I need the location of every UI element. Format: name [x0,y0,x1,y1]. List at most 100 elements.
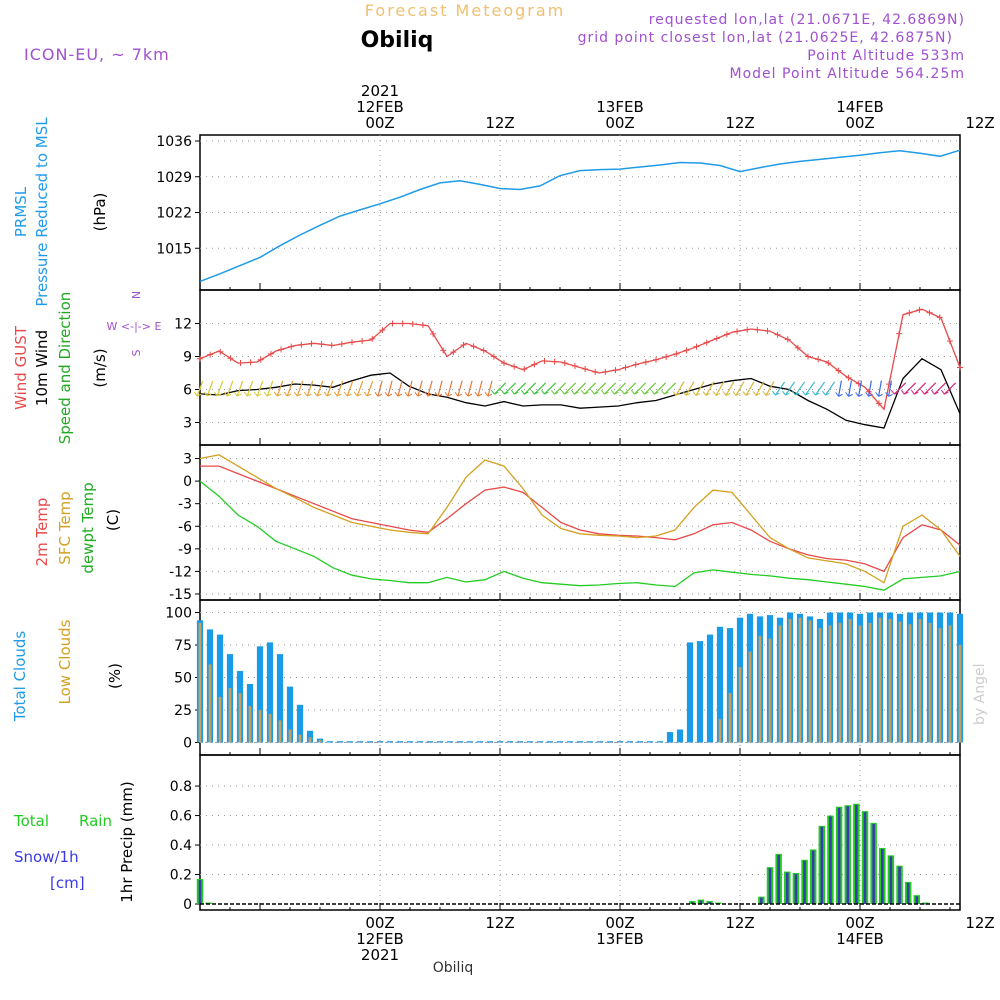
gust-marker [845,374,852,381]
wind-arrow-head [845,392,853,397]
gust-marker [197,355,203,362]
y-tick-label: 1022 [156,206,192,222]
wind-direction-arrow [735,381,745,396]
wind-direction-arrow [226,380,234,397]
total-cloud-bar [706,634,714,743]
wind-direction-arrow [695,381,705,396]
wind-arrow-head [263,391,272,397]
total-cloud-bar [666,732,674,743]
gust-marker [906,309,913,316]
precip-inner-bar [837,807,841,904]
wind-arrow-head [580,389,589,395]
wind-direction-arrow [407,380,413,397]
wind-direction-arrow [553,382,567,395]
total-cloud-bar [416,741,424,743]
data-layer [193,149,964,905]
wind-arrow-head [930,389,939,395]
pressure-line [199,149,961,283]
wind-arrow-head [520,389,529,395]
gust-marker [744,326,751,333]
y-tick-label: -3 [178,497,192,513]
y-tick-label: 0.2 [170,868,192,884]
wind-direction-arrow [457,380,463,397]
gust-marker [308,340,315,347]
precip-inner-bar [768,868,772,904]
y-tick-label: 1015 [156,241,192,257]
gust-marker [805,353,811,360]
precip-inner-bar [898,866,901,904]
gust-marker [430,330,437,337]
wind-arrow-head [732,391,741,396]
wind-direction-arrow [266,380,274,397]
wind-arrow-head [702,391,711,396]
gust-marker [794,344,801,351]
wind-direction-arrow [286,380,294,397]
gust-marker [632,361,639,368]
gust-marker [267,350,274,357]
gust-marker [957,364,963,371]
precip-bar [922,902,929,904]
wind-direction-arrow [903,382,917,395]
low-cloud-bar [318,739,322,743]
wind-direction-arrow [725,381,735,396]
wind-arrow-head [193,391,202,397]
low-cloud-bar [778,625,782,743]
total-cloud-bar [576,741,584,743]
wind-direction-arrow [427,380,433,397]
wind-direction-arrow [543,382,557,395]
total-cloud-bar [376,741,384,743]
low-cloud-bar [728,693,732,743]
y-tick-label: 9 [183,350,192,366]
y-tick-label: -15 [169,587,192,603]
wind-arrow-head [490,389,499,395]
gust-marker [227,355,234,362]
top-time-label: 14FEB [836,98,883,116]
wind-arrow-head [885,392,893,397]
gust-marker [490,353,497,360]
wind-direction-arrow [745,381,755,396]
total-cloud-bar [386,741,394,743]
temp-sfc-line [199,454,961,584]
gust-marker [419,322,426,329]
precip-label-cm: [cm] [50,874,85,892]
precip-inner-bar [690,902,694,904]
gust-marker [278,346,285,353]
low-cloud-bar [228,687,232,743]
low-cloud-bar [958,645,962,743]
gust-marker [257,356,264,363]
gust-marker [936,314,943,321]
low-cloud-bar [308,737,312,743]
gust-marker [622,364,629,371]
temp-2m-line [200,465,961,573]
wind-direction-arrow [356,380,364,397]
wind-arrow-head [444,391,453,397]
gust-marker [653,356,659,363]
wind-arrow-head [650,389,659,395]
low-cloud-bar [758,635,762,743]
wind-arrow-head [404,391,413,397]
model-label: ICON-EU, ~ 7km [24,45,170,64]
precip-inner-bar [760,897,763,904]
precip-inner-bar [906,882,910,904]
precip-inner-bar [198,879,202,904]
low-cloud-bar [248,706,252,743]
wind-compass-south: S [130,349,143,356]
wind-direction-arrow [593,382,607,395]
gust-marker [328,342,335,349]
wind-arrow-head [424,391,433,397]
total-cloud-bar [676,729,684,743]
precip-inner-bar [829,816,832,904]
y-tick-label: 25 [174,703,192,719]
pressure-label-msl: Pressure Reduced to MSL [33,117,51,307]
gust-marker [875,400,882,407]
wind-direction-arrow [447,380,453,397]
gust-marker [815,356,822,363]
gust-marker [592,368,599,375]
wind-arrow-head [692,391,701,396]
wind-direction-arrow [923,382,937,395]
gust-marker [693,343,700,350]
bottom-time-label: 00Z [845,914,874,932]
wind-direction-arrow [715,381,725,396]
low-cloud-bar [258,710,262,743]
low-cloud-bar [908,624,912,743]
